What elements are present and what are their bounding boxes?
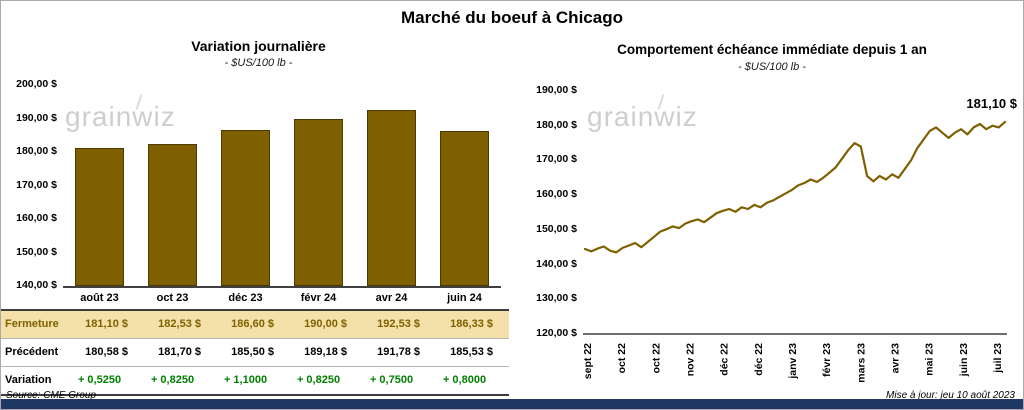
table-cell: 186,60 $ — [231, 318, 274, 330]
row-label: Variation — [5, 374, 52, 386]
table-cell: + 0,8000 — [442, 374, 487, 386]
y-axis-label: 180,00 $ — [16, 145, 57, 157]
bar-chart-title: Variation journalière — [191, 38, 326, 54]
y-axis-label: 180,00 $ — [536, 118, 577, 131]
y-axis-label: 160,00 $ — [16, 212, 57, 224]
bar-oct 23 — [148, 143, 197, 286]
one-year-trend-panel: Comportement échéance immédiate depuis 1… — [521, 1, 1023, 409]
table-cell: 182,53 $ — [158, 318, 201, 330]
bar-avr 24 — [367, 110, 416, 286]
y-axis-label: 170,00 $ — [16, 178, 57, 191]
y-axis-label: 140,00 $ — [16, 279, 57, 291]
bar-juin 24 — [440, 130, 489, 286]
source-note: Source: CME Group — [6, 390, 97, 401]
table-cell: 180,58 $ — [85, 346, 128, 358]
bar-déc 23 — [221, 129, 270, 286]
table-cell: 181,10 $ — [85, 318, 128, 330]
y-axis-label: 120,00 $ — [536, 327, 577, 339]
y-axis-label: 170,00 $ — [536, 153, 577, 166]
table-cell: + 0,8250 — [296, 374, 341, 386]
x-axis-label: oct 23 — [156, 292, 189, 304]
x-axis-label: juin 23 — [958, 343, 970, 377]
update-note: Mise à jour: jeu 10 août 2023 — [886, 390, 1015, 401]
table-cell: + 1,1000 — [223, 374, 268, 386]
table-row-Précédent: Précédent 180,58 $ 181,70 $ 185,50 $ 189,18 … — [1, 339, 509, 367]
last-price-annotation: 181,10 $ — [966, 96, 1017, 111]
bar-chart-plot — [63, 85, 501, 288]
table-cell: 190,00 $ — [304, 318, 347, 330]
x-axis-label: déc 22 — [719, 343, 731, 376]
page-title: Marché du boeuf à Chicago — [401, 8, 623, 27]
x-axis-label: sept 22 — [583, 343, 594, 379]
x-axis-label: déc 22 — [753, 343, 765, 376]
y-axis-label: 190,00 $ — [16, 111, 57, 124]
y-axis-label: 160,00 $ — [536, 188, 577, 201]
line-chart-subtitle: - $US/100 lb - — [738, 61, 806, 73]
price-line — [583, 120, 1007, 254]
x-axis-label: juil 23 — [992, 343, 1004, 374]
table-cell: 189,18 $ — [304, 346, 347, 358]
y-axis-label: 190,00 $ — [536, 84, 577, 96]
line-chart-title: Comportement échéance immédiate depuis 1… — [617, 42, 927, 57]
x-axis-label: avr 24 — [375, 292, 408, 304]
price-line-chart: sept 22 oct 22 oct 22 nov 22 déc 22 déc 22 jan… — [583, 120, 1007, 383]
footer-bar — [1, 399, 1023, 409]
summary-table: Fermeture 181,10 $ 182,53 $ 186,60 $ 190,00 … — [1, 309, 509, 396]
bar-chart-subtitle: - $US/100 lb - — [224, 57, 293, 69]
table-cell: 192,53 $ — [377, 318, 420, 330]
table-cell: 185,53 $ — [450, 346, 493, 358]
grainwiz-watermark-text: grainwiz — [587, 101, 698, 132]
table-cell: + 0,5250 — [77, 374, 122, 386]
x-axis-label: janv 23 — [787, 343, 799, 380]
table-cell: 186,33 $ — [450, 318, 493, 330]
daily-variation-panel: Variation journalière - $US/100 lb - gra… — [1, 1, 516, 409]
row-label: Fermeture — [5, 318, 59, 330]
x-axis-label: mars 23 — [855, 343, 867, 383]
table-cell: 185,50 $ — [231, 346, 274, 358]
bar-août 23 — [75, 148, 124, 286]
x-axis-label: avr 23 — [890, 343, 902, 374]
y-axis-label: 150,00 $ — [536, 222, 577, 235]
grainwiz-watermark-text: grainwiz — [65, 101, 176, 132]
grainwiz-watermark: grainwiz — [587, 101, 698, 133]
table-row-Variation: Variation + 0,5250 + 0,8250 + 1,1000 + 0,825… — [1, 367, 509, 396]
row-label: Précédent — [5, 346, 59, 358]
x-axis-label: mai 23 — [924, 343, 936, 376]
table-cell: + 0,8250 — [150, 374, 195, 386]
y-axis-label: 150,00 $ — [16, 245, 57, 258]
x-axis-label: févr 24 — [300, 292, 337, 304]
bar-chart-x-axis: août 23 oct 23 déc 23 févr 24 avr 24 juin 24 — [63, 292, 501, 308]
x-axis-label: déc 23 — [228, 292, 263, 304]
y-axis-label: 140,00 $ — [536, 257, 577, 270]
table-row-Fermeture: Fermeture 181,10 $ 182,53 $ 186,60 $ 190,00 … — [1, 309, 509, 339]
x-axis-label: oct 22 — [650, 343, 662, 374]
x-axis-label: juin 24 — [447, 292, 482, 304]
x-axis-label: août 23 — [80, 292, 119, 304]
x-axis-label: nov 22 — [685, 343, 697, 376]
y-axis-label: 130,00 $ — [536, 292, 577, 305]
y-axis-label: 200,00 $ — [16, 78, 57, 90]
x-axis-label: févr 23 — [821, 343, 833, 377]
table-cell: 191,78 $ — [377, 346, 420, 358]
table-cell: 181,70 $ — [158, 346, 201, 358]
table-cell: + 0,7500 — [369, 374, 414, 386]
x-axis-label: oct 22 — [616, 343, 628, 374]
grainwiz-watermark: grainwiz — [65, 101, 176, 133]
bar-févr 24 — [294, 118, 343, 286]
